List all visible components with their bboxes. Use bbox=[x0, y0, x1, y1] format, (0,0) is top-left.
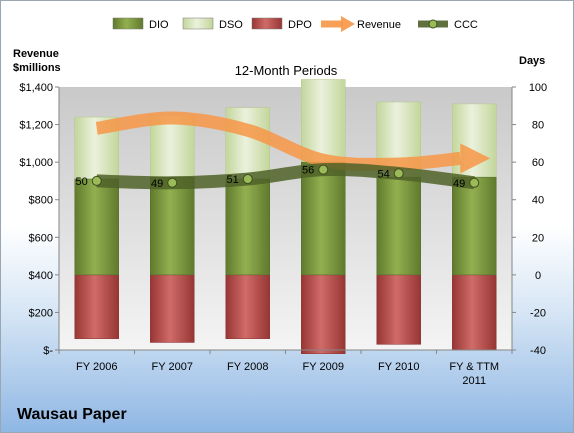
bar-dpo bbox=[74, 274, 119, 339]
ccc-data-label: 49 bbox=[151, 178, 163, 190]
ccc-data-label: 54 bbox=[378, 168, 390, 180]
ccc-data-label: 56 bbox=[302, 165, 314, 177]
ccc-point bbox=[469, 177, 480, 188]
legend-label-dso: DSO bbox=[219, 19, 243, 31]
bar-dio bbox=[376, 176, 421, 276]
bar-dio bbox=[452, 176, 497, 276]
bar-dpo bbox=[301, 274, 346, 355]
company-name: Wausau Paper bbox=[17, 406, 127, 423]
x-tick-label: FY 2008 bbox=[227, 361, 268, 373]
legend-label-dpo: DPO bbox=[288, 19, 312, 31]
left-tick-label: $600 bbox=[29, 232, 53, 244]
left-tick-label: $400 bbox=[29, 270, 53, 282]
right-tick-label: 20 bbox=[532, 232, 544, 244]
bar-dio bbox=[74, 178, 119, 276]
right-tick-label: -40 bbox=[530, 345, 546, 357]
ccc-point bbox=[91, 175, 102, 186]
x-tick-label: FY 2009 bbox=[303, 361, 344, 373]
left-tick-label: $- bbox=[43, 345, 53, 357]
bar-dso bbox=[301, 79, 346, 163]
left-axis-label-line1: Revenue bbox=[13, 48, 59, 60]
right-tick-label: 0 bbox=[535, 270, 541, 282]
left-tick-label: $1,400 bbox=[19, 82, 53, 94]
revenue-arrowhead bbox=[460, 143, 491, 174]
ccc-data-label: 49 bbox=[453, 178, 465, 190]
chart-subtitle: 12-Month Periods bbox=[235, 63, 338, 78]
x-tick-label: 2011 bbox=[462, 375, 486, 387]
revenue-line bbox=[95, 111, 461, 171]
legend-swatch-dpo bbox=[251, 17, 283, 30]
right-tick-label: -20 bbox=[530, 307, 546, 319]
ccc-line bbox=[96, 162, 476, 190]
left-tick-label: $1,200 bbox=[19, 120, 53, 132]
x-tick-label: FY 2007 bbox=[152, 361, 193, 373]
right-tick-label: 80 bbox=[532, 120, 544, 132]
legend-label-dio: DIO bbox=[149, 19, 169, 31]
ccc-data-label: 50 bbox=[76, 176, 88, 188]
x-tick-label: FY 2010 bbox=[378, 361, 419, 373]
x-tick-label: FY & TTM bbox=[449, 361, 499, 373]
legend-label-ccc: CCC bbox=[454, 19, 478, 31]
right-axis-label: Days bbox=[519, 55, 545, 67]
bar-dio bbox=[150, 176, 195, 276]
right-tick-label: 60 bbox=[532, 157, 544, 169]
bar-dso bbox=[225, 107, 270, 180]
ccc-point bbox=[318, 164, 329, 175]
bar-dpo bbox=[225, 274, 270, 339]
legend-swatch-ccc-marker bbox=[428, 19, 438, 29]
bar-dio bbox=[301, 161, 346, 276]
ccc-data-label: 51 bbox=[227, 174, 239, 186]
left-tick-label: $800 bbox=[29, 195, 53, 207]
ccc-point bbox=[167, 177, 178, 188]
left-tick-label: $200 bbox=[29, 307, 53, 319]
x-tick-label: FY 2006 bbox=[76, 361, 117, 373]
ccc-point bbox=[242, 174, 253, 185]
right-tick-label: 40 bbox=[532, 195, 544, 207]
left-axis-label-line2: $millions bbox=[13, 62, 61, 74]
plot-area bbox=[59, 87, 512, 350]
bar-dio bbox=[225, 178, 270, 276]
legend-swatch-revenue-arrow bbox=[341, 16, 355, 32]
legend-swatch-dio bbox=[112, 17, 144, 30]
legend-label-revenue: Revenue bbox=[357, 19, 401, 31]
bar-dpo bbox=[452, 274, 497, 351]
right-tick-label: 100 bbox=[529, 82, 547, 94]
legend-swatch-dso bbox=[182, 17, 214, 30]
ccc-point bbox=[393, 168, 404, 179]
legend: DIO DSO DPO Revenue CCC bbox=[112, 16, 478, 32]
bar-dpo bbox=[376, 274, 421, 345]
left-tick-label: $1,000 bbox=[19, 157, 53, 169]
bar-dpo bbox=[150, 274, 195, 343]
